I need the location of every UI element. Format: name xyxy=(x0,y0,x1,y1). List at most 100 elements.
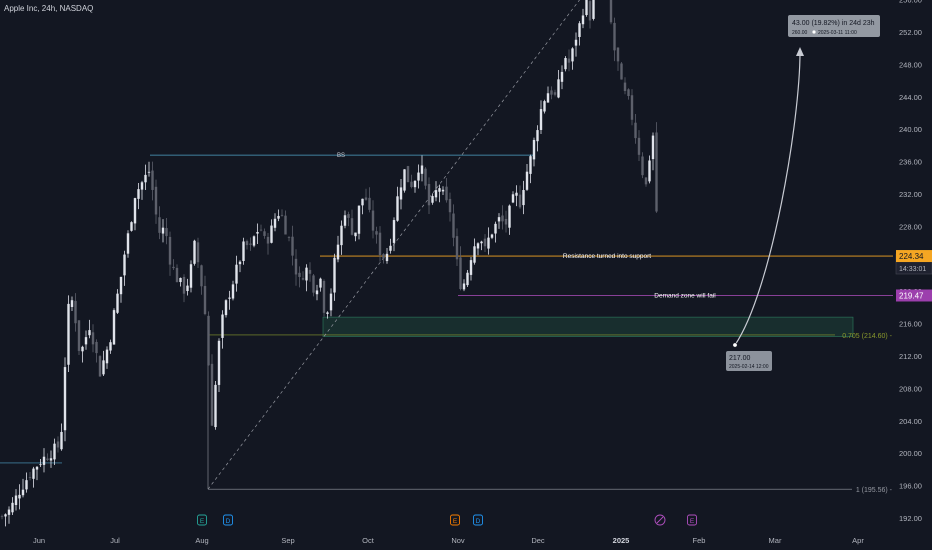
candle-body xyxy=(368,197,371,210)
candle-body xyxy=(287,237,291,238)
event-badge xyxy=(687,514,697,526)
candle-body xyxy=(4,514,7,517)
candle-body xyxy=(616,47,620,62)
fib-1-label: 1 (195.56) - xyxy=(856,487,893,494)
candle-body xyxy=(235,264,238,284)
candle-body xyxy=(266,236,270,244)
candle-body xyxy=(123,254,126,276)
candle-body xyxy=(126,233,130,254)
event-badge-label: E xyxy=(690,518,695,525)
candle-body xyxy=(203,285,207,315)
candle-body xyxy=(294,258,298,275)
candle-body xyxy=(242,241,245,261)
candle-body xyxy=(392,220,396,243)
candle-body xyxy=(515,192,518,196)
event-badge xyxy=(473,514,483,526)
fib-0705-label: 0.705 (214.60) - xyxy=(842,333,892,340)
candle-body xyxy=(39,464,42,466)
y-tick-label: 192.00 xyxy=(899,514,922,523)
candle-body xyxy=(641,156,644,176)
candle-body xyxy=(280,214,284,216)
candle-body xyxy=(77,320,81,351)
candle-body xyxy=(333,257,336,293)
candle-body xyxy=(165,228,168,237)
candle-body xyxy=(221,314,224,338)
candle-body xyxy=(620,63,623,80)
candle-body xyxy=(424,168,427,186)
candle-body xyxy=(448,198,452,213)
candle-body xyxy=(315,290,319,295)
candle-body xyxy=(200,265,203,287)
event-badge-label: D xyxy=(476,518,481,525)
candle-body xyxy=(305,267,308,281)
projection-curve xyxy=(734,51,801,346)
demand-price-badge xyxy=(896,289,932,302)
candle-body xyxy=(347,214,350,218)
candle-body xyxy=(168,236,172,265)
candle-body xyxy=(224,300,228,316)
candle-body xyxy=(497,217,501,222)
x-tick-label: Jul xyxy=(110,536,120,545)
candle-body xyxy=(375,231,378,235)
candle-body xyxy=(210,363,214,426)
candle-body xyxy=(511,194,515,203)
candle-body xyxy=(564,58,567,70)
candle-body xyxy=(592,0,595,19)
candle-body xyxy=(137,189,140,199)
candle-body xyxy=(308,269,312,274)
candle-body xyxy=(49,458,53,461)
candle-body xyxy=(322,280,326,313)
projection-dot xyxy=(812,30,816,34)
candle-body xyxy=(21,489,25,496)
candle-body xyxy=(11,502,14,513)
candle-body xyxy=(88,330,91,336)
candle-body xyxy=(154,186,158,215)
candle-body xyxy=(60,431,63,450)
candle-body xyxy=(343,215,347,226)
candle-body xyxy=(627,89,630,97)
candle-body xyxy=(389,245,392,251)
candle-body xyxy=(291,236,294,256)
y-tick-label: 236.00 xyxy=(899,158,922,167)
candle-body xyxy=(361,198,364,206)
candle-body xyxy=(434,190,438,198)
candle-body xyxy=(263,231,266,236)
candle-body xyxy=(441,189,445,192)
candle-body xyxy=(651,135,655,160)
candle-body xyxy=(546,93,550,103)
candle-body xyxy=(319,278,322,288)
countdown: 14:33:01 xyxy=(899,266,926,273)
candle-body xyxy=(301,278,305,280)
candle-body xyxy=(417,172,420,181)
resistance-price-badge xyxy=(896,250,932,263)
candle-body xyxy=(298,272,301,277)
candle-body xyxy=(140,182,144,190)
candle-body xyxy=(81,346,84,352)
candle-body xyxy=(196,242,200,263)
overlay-layer xyxy=(0,0,893,490)
fib-trend-line xyxy=(207,0,580,490)
candle-body xyxy=(74,300,77,324)
x-tick-label: Dec xyxy=(531,536,545,545)
candle-body xyxy=(378,232,382,255)
candle-body xyxy=(231,284,235,299)
candle-body xyxy=(609,0,613,23)
candle-body xyxy=(179,277,182,283)
candle-body xyxy=(518,194,522,208)
candle-body xyxy=(284,215,287,235)
candle-body xyxy=(406,166,410,183)
candle-body xyxy=(574,39,578,46)
x-tick-label: Aug xyxy=(195,536,208,545)
candle-body xyxy=(277,215,280,219)
y-tick-label: 216.00 xyxy=(899,320,922,329)
candle-body xyxy=(228,297,231,299)
candle-body xyxy=(189,264,193,288)
candle-body xyxy=(329,293,333,311)
projection-price: 260.00 xyxy=(792,30,808,36)
candle-body xyxy=(462,283,466,290)
x-tick-label: 2025 xyxy=(613,536,630,545)
candle-body xyxy=(326,312,329,314)
candle-body xyxy=(35,466,39,470)
candle-body xyxy=(480,241,483,244)
